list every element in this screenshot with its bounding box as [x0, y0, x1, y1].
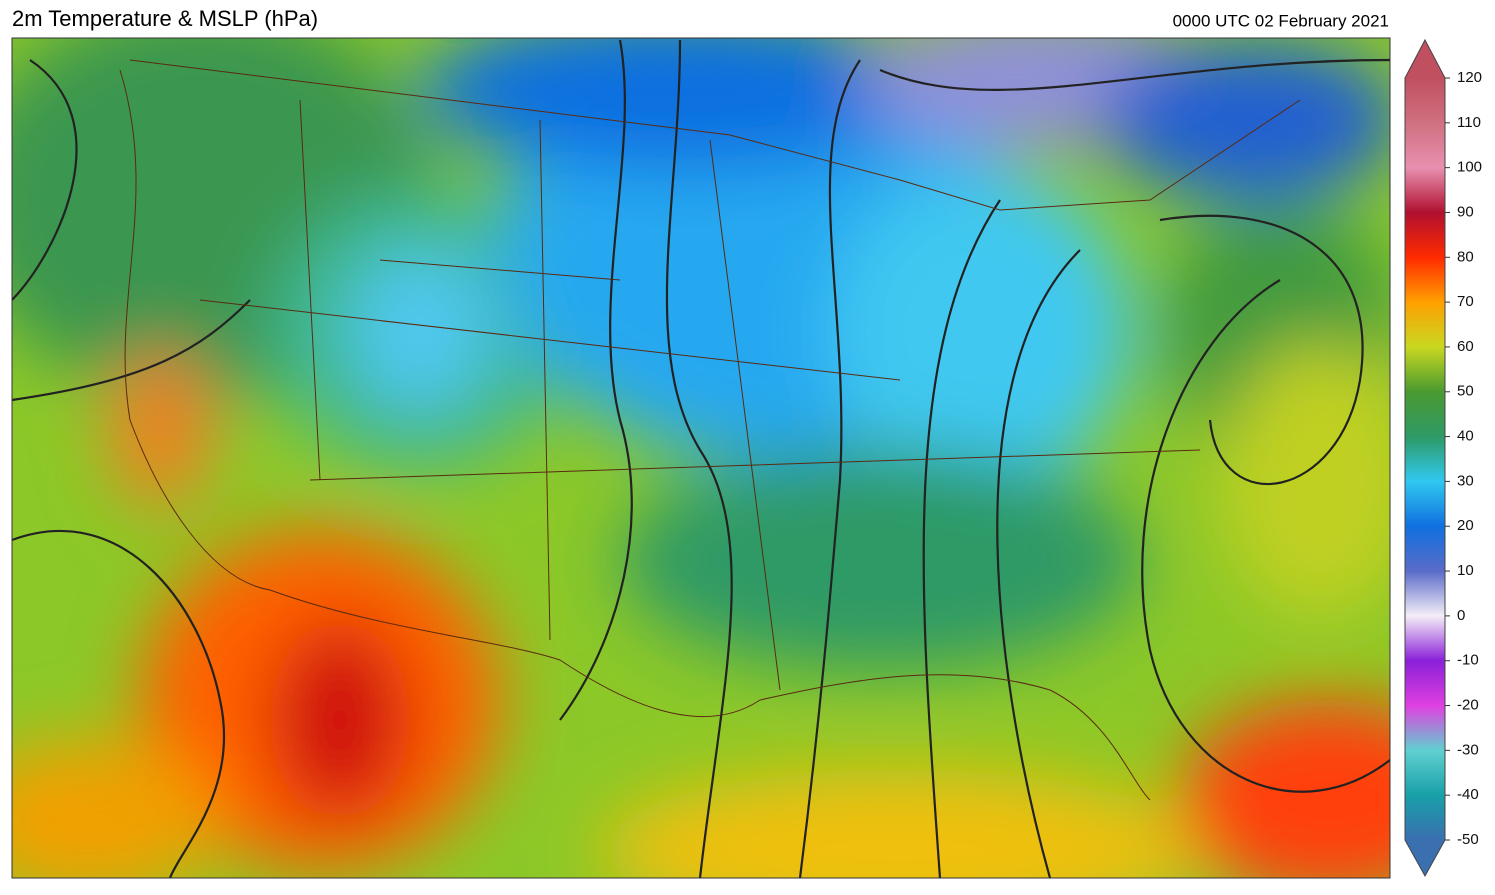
colorbar-tick-label: 90 — [1457, 203, 1474, 220]
colorbar-tick-label: -50 — [1457, 831, 1479, 848]
colorbar-tick-label: -40 — [1457, 786, 1479, 803]
colorbar: -50 -40 -30 -20 -10 0 10 20 30 40 50 60 70 80 90 100 110… — [1404, 38, 1482, 878]
borders — [119, 59, 1301, 801]
title: 2m Temperature & MSLP (hPa) — [12, 6, 318, 31]
colorbar-tick-label: 40 — [1457, 428, 1474, 445]
colorbar-tick-label: -30 — [1457, 741, 1479, 758]
colorbar-bottom-extend — [1405, 840, 1445, 876]
colorbar-tick-label: 70 — [1457, 293, 1474, 310]
colorbar-tick-label: -20 — [1457, 696, 1479, 713]
colorbar-tick-label: 120 — [1457, 69, 1482, 86]
timestamp: 0000 UTC 02 February 2021 — [1173, 11, 1389, 30]
colorbar-tick-label: -10 — [1457, 652, 1479, 669]
colorbar-tick-label: 60 — [1457, 338, 1474, 355]
isobars — [12, 39, 1390, 878]
colorbar-tick-label: 30 — [1457, 472, 1474, 489]
colorbar-tick-label: 10 — [1457, 562, 1474, 579]
colorbar-tick-label: 20 — [1457, 517, 1474, 534]
colorbar-tick-label: 100 — [1457, 159, 1482, 176]
colorbar-tick-label: 110 — [1457, 114, 1481, 131]
map-frame — [11, 37, 1391, 879]
colorbar-body — [1405, 78, 1445, 840]
colorbar-tick-label: 50 — [1457, 383, 1474, 400]
colorbar-tick-label: 0 — [1457, 607, 1465, 624]
colorbar-top-extend — [1405, 40, 1445, 78]
colorbar-tick-label: 80 — [1457, 248, 1474, 265]
